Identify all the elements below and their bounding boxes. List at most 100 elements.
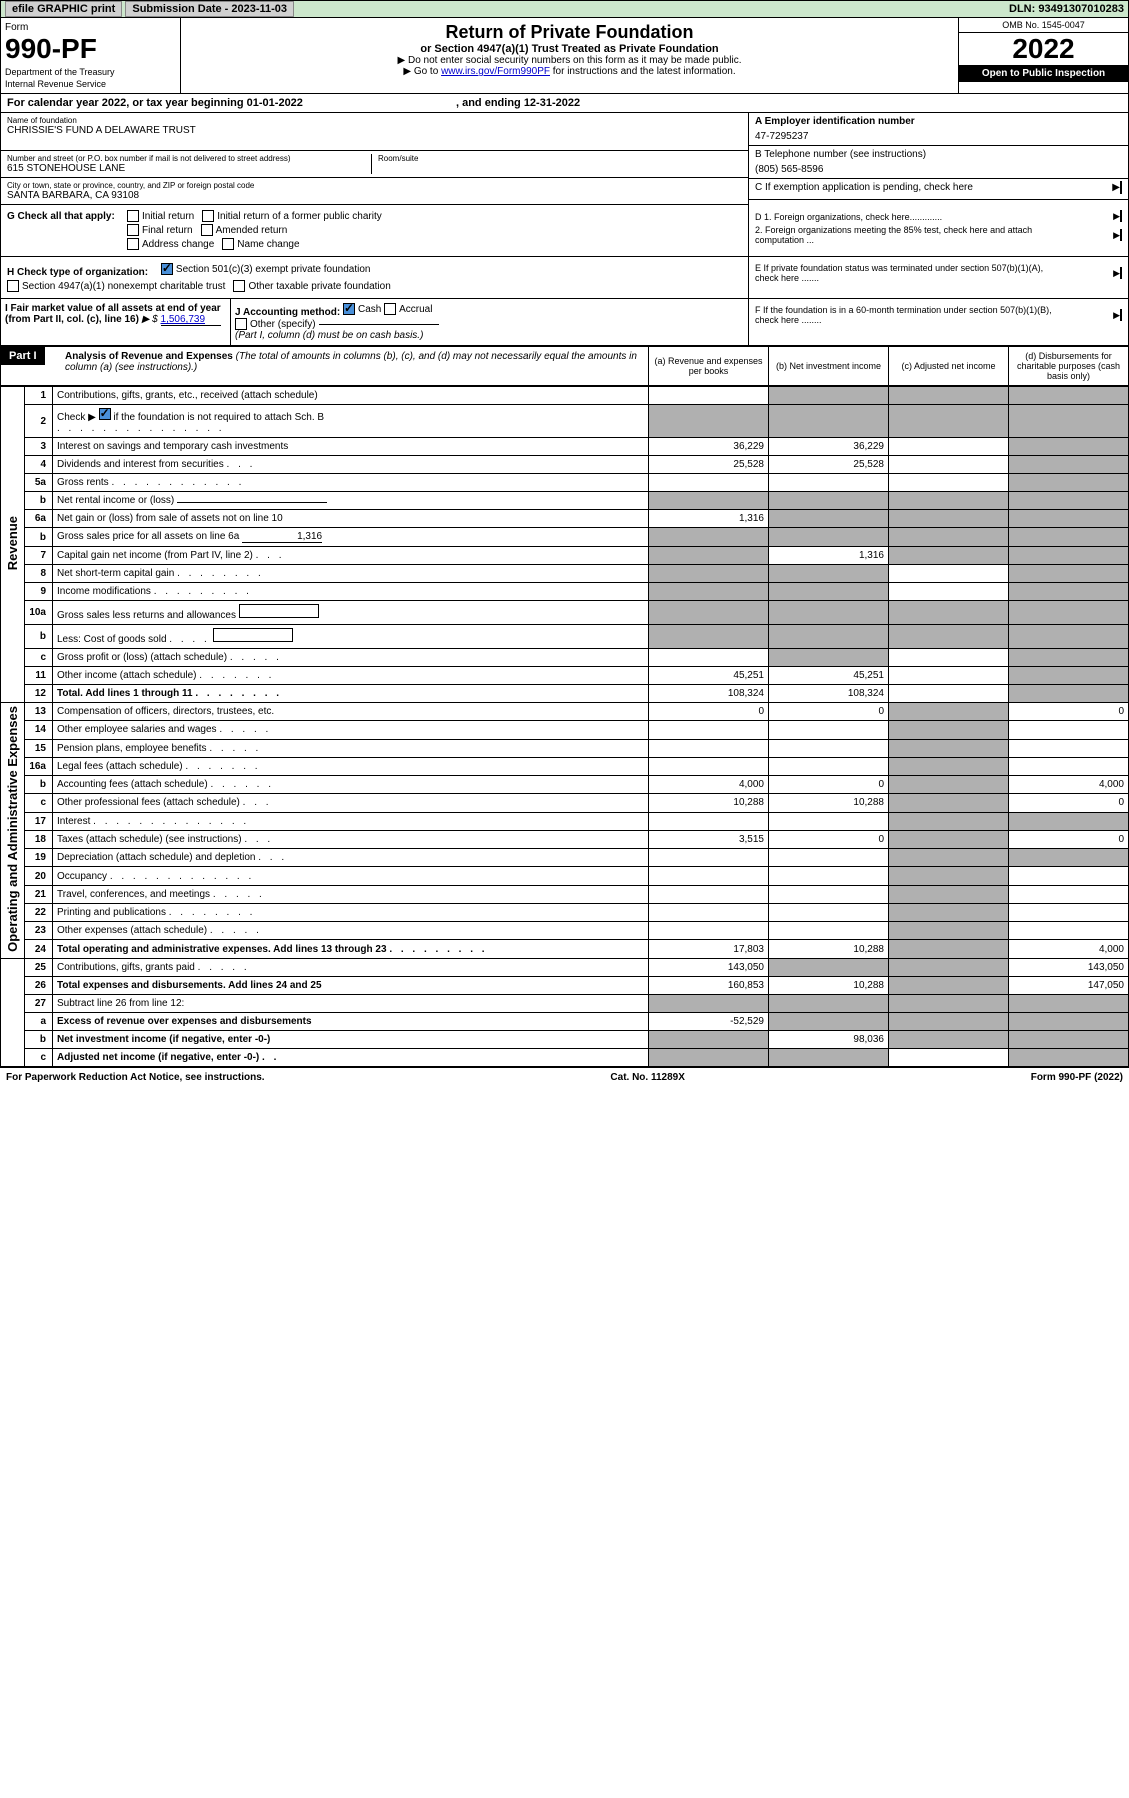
- h-other-cb[interactable]: [233, 280, 245, 292]
- l12-desc: Total. Add lines 1 through 11: [57, 688, 193, 699]
- l22-desc: Printing and publications: [57, 907, 166, 918]
- entity-section: Name of foundation CHRISSIE'S FUND A DEL…: [0, 113, 1129, 205]
- d2-checkbox[interactable]: [1120, 229, 1122, 241]
- l3-b: 36,229: [769, 438, 889, 456]
- h-501c3-label: Section 501(c)(3) exempt private foundat…: [176, 264, 371, 275]
- l16c-desc: Other professional fees (attach schedule…: [57, 797, 240, 808]
- main-table: Revenue 1Contributions, gifts, grants, e…: [0, 386, 1129, 1067]
- l8-desc: Net short-term capital gain: [57, 568, 174, 579]
- l7-desc: Capital gain net income (from Part IV, l…: [57, 550, 253, 561]
- form-link[interactable]: www.irs.gov/Form990PF: [441, 66, 550, 77]
- l10b-desc: Less: Cost of goods sold: [57, 634, 167, 645]
- footer-left: For Paperwork Reduction Act Notice, see …: [6, 1072, 265, 1083]
- l26-a: 160,853: [649, 976, 769, 994]
- l16b-a: 4,000: [649, 776, 769, 794]
- ein: 47-7295237: [755, 131, 1122, 142]
- footer: For Paperwork Reduction Act Notice, see …: [0, 1067, 1129, 1087]
- j-other-cb[interactable]: [235, 318, 247, 330]
- amended-return-label: Amended return: [216, 225, 288, 236]
- l12-a: 108,324: [649, 685, 769, 703]
- final-return-label: Final return: [142, 225, 193, 236]
- form-title: Return of Private Foundation: [185, 22, 954, 43]
- l19-desc: Depreciation (attach schedule) and deple…: [57, 852, 255, 863]
- l10c-desc: Gross profit or (loss) (attach schedule): [57, 652, 227, 663]
- l13-a: 0: [649, 703, 769, 721]
- l15-desc: Pension plans, employee benefits: [57, 743, 207, 754]
- city-label: City or town, state or province, country…: [7, 181, 742, 190]
- initial-former-cb[interactable]: [202, 210, 214, 222]
- footer-center: Cat. No. 11289X: [610, 1072, 684, 1083]
- h-501c3-cb[interactable]: [161, 263, 173, 275]
- name-change-cb[interactable]: [222, 238, 234, 250]
- calendar-begin: For calendar year 2022, or tax year begi…: [7, 97, 303, 109]
- l2-desc: Check ▶ if the foundation is not require…: [53, 405, 649, 438]
- ein-label: A Employer identification number: [755, 116, 1122, 127]
- amended-return-cb[interactable]: [201, 224, 213, 236]
- j-accrual-label: Accrual: [399, 304, 432, 315]
- address-change-cb[interactable]: [127, 238, 139, 250]
- initial-return-cb[interactable]: [127, 210, 139, 222]
- col-b-header: (b) Net investment income: [768, 347, 888, 385]
- form-subtitle: or Section 4947(a)(1) Trust Treated as P…: [185, 43, 954, 55]
- final-return-cb[interactable]: [127, 224, 139, 236]
- address: 615 STONEHOUSE LANE: [7, 163, 371, 174]
- form-number: 990-PF: [5, 33, 176, 65]
- l16a-desc: Legal fees (attach schedule): [57, 761, 183, 772]
- l6b-val: 1,316: [242, 531, 322, 543]
- initial-former-label: Initial return of a former public charit…: [217, 211, 382, 222]
- l13-desc: Compensation of officers, directors, tru…: [53, 703, 649, 721]
- l24-b: 10,288: [769, 940, 889, 958]
- col-c-header: (c) Adjusted net income: [888, 347, 1008, 385]
- c-label: C If exemption application is pending, c…: [755, 182, 973, 193]
- footer-right: Form 990-PF (2022): [1031, 1072, 1123, 1083]
- f-label: F If the foundation is in a 60-month ter…: [755, 305, 1055, 325]
- l13-b: 0: [769, 703, 889, 721]
- l27b-desc: Net investment income (if negative, ente…: [53, 1030, 649, 1048]
- omb-number: OMB No. 1545-0047: [959, 18, 1128, 33]
- l16b-b: 0: [769, 776, 889, 794]
- l27b-b: 98,036: [769, 1030, 889, 1048]
- h-label: H Check type of organization:: [7, 267, 148, 278]
- l26-d: 147,050: [1009, 976, 1129, 994]
- j-label: J Accounting method:: [235, 307, 340, 318]
- l27a-desc: Excess of revenue over expenses and disb…: [53, 1012, 649, 1030]
- l18-a: 3,515: [649, 830, 769, 848]
- l25-d: 143,050: [1009, 958, 1129, 976]
- h-4947-cb[interactable]: [7, 280, 19, 292]
- l10a-desc: Gross sales less returns and allowances: [57, 610, 236, 621]
- l2-checkbox[interactable]: [99, 408, 111, 420]
- i-value[interactable]: 1,506,739: [161, 314, 221, 326]
- g-label: G Check all that apply:: [7, 211, 115, 222]
- instr-2: ▶ Go to www.irs.gov/Form990PF for instru…: [185, 66, 954, 77]
- efile-print-button[interactable]: efile GRAPHIC print: [5, 1, 122, 17]
- form-label: Form: [5, 22, 176, 33]
- revenue-section-label: Revenue: [1, 387, 25, 703]
- name-change-label: Name change: [237, 239, 299, 250]
- city-state-zip: SANTA BARBARA, CA 93108: [7, 190, 742, 201]
- j-cash-cb[interactable]: [343, 303, 355, 315]
- col-d-header: (d) Disbursements for charitable purpose…: [1008, 347, 1128, 385]
- f-checkbox[interactable]: [1120, 309, 1122, 321]
- c-checkbox[interactable]: [1120, 181, 1122, 194]
- l26-desc: Total expenses and disbursements. Add li…: [53, 976, 649, 994]
- col-a-header: (a) Revenue and expenses per books: [648, 347, 768, 385]
- l20-desc: Occupancy: [57, 871, 107, 882]
- opex-section-label: Operating and Administrative Expenses: [1, 703, 25, 959]
- l18-d: 0: [1009, 830, 1129, 848]
- j-accrual-cb[interactable]: [384, 303, 396, 315]
- e-checkbox[interactable]: [1120, 267, 1122, 279]
- phone-label: B Telephone number (see instructions): [755, 149, 1122, 160]
- l12-b: 108,324: [769, 685, 889, 703]
- l25-a: 143,050: [649, 958, 769, 976]
- l3-desc: Interest on savings and temporary cash i…: [53, 438, 649, 456]
- d1-checkbox[interactable]: [1120, 210, 1122, 222]
- l18-b: 0: [769, 830, 889, 848]
- address-change-label: Address change: [142, 239, 214, 250]
- l3-a: 36,229: [649, 438, 769, 456]
- j-note: (Part I, column (d) must be on cash basi…: [235, 330, 744, 341]
- phone: (805) 565-8596: [755, 164, 1122, 175]
- d2-label: 2. Foreign organizations meeting the 85%…: [755, 225, 1055, 245]
- l18-desc: Taxes (attach schedule) (see instruction…: [57, 834, 242, 845]
- addr-label: Number and street (or P.O. box number if…: [7, 154, 371, 163]
- l21-desc: Travel, conferences, and meetings: [57, 889, 210, 900]
